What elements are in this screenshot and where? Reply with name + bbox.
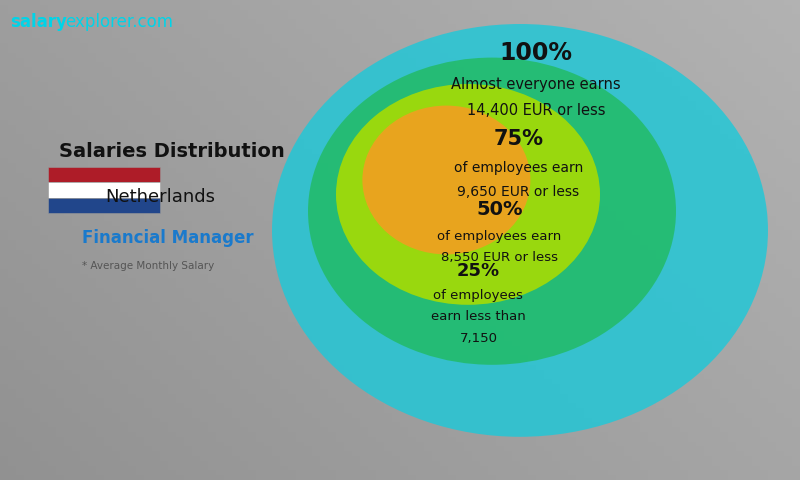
Ellipse shape <box>362 106 530 254</box>
Bar <box>48 198 160 213</box>
Text: Almost everyone earns: Almost everyone earns <box>451 76 621 92</box>
Bar <box>48 182 160 198</box>
Ellipse shape <box>272 24 768 437</box>
Ellipse shape <box>308 58 676 365</box>
Text: earn less than: earn less than <box>431 310 526 324</box>
Text: 75%: 75% <box>494 129 543 149</box>
Text: 14,400 EUR or less: 14,400 EUR or less <box>466 103 606 118</box>
Text: Financial Manager: Financial Manager <box>82 228 254 247</box>
Text: Salaries Distribution: Salaries Distribution <box>59 142 285 161</box>
Text: * Average Monthly Salary: * Average Monthly Salary <box>82 262 214 271</box>
Text: 7,150: 7,150 <box>459 332 498 345</box>
Text: Netherlands: Netherlands <box>105 188 215 206</box>
Text: of employees: of employees <box>434 288 523 302</box>
Bar <box>48 167 160 182</box>
Text: explorer.com: explorer.com <box>66 13 174 31</box>
Text: 100%: 100% <box>499 41 573 65</box>
Text: of employees earn: of employees earn <box>437 229 562 243</box>
Text: 50%: 50% <box>476 200 522 219</box>
Text: 9,650 EUR or less: 9,650 EUR or less <box>458 185 579 199</box>
Text: 25%: 25% <box>457 262 500 280</box>
Text: salary: salary <box>10 13 67 31</box>
Text: of employees earn: of employees earn <box>454 161 583 175</box>
Text: 8,550 EUR or less: 8,550 EUR or less <box>441 251 558 264</box>
Ellipse shape <box>336 84 600 305</box>
